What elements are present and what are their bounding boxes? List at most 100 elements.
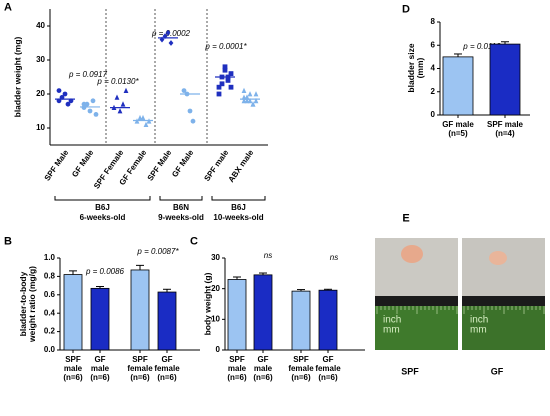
error-bar — [297, 289, 305, 292]
dot — [241, 94, 247, 100]
dot — [140, 114, 146, 121]
dot — [187, 108, 193, 114]
x-tick-label: GF male (n=6) — [90, 355, 110, 382]
y-tick-label: 20 — [36, 89, 45, 98]
annotation: p = 0.0001* — [204, 42, 247, 51]
error-bar — [163, 288, 171, 293]
dot — [253, 91, 259, 97]
dot — [222, 64, 228, 70]
x-tick-label: GF female (n=6) — [315, 355, 341, 382]
y-tick-label: 0 — [431, 110, 436, 119]
dot — [181, 88, 187, 93]
dot — [225, 78, 231, 83]
ruler-label: mm — [383, 325, 400, 336]
dot — [190, 118, 196, 124]
dot — [137, 114, 143, 121]
panel-label: E — [402, 212, 410, 225]
dot — [56, 88, 62, 93]
ruler-label: inch — [383, 315, 401, 326]
dot — [168, 40, 174, 46]
dot — [120, 101, 126, 107]
group-age: 9-weeks-old — [158, 213, 204, 222]
dot — [165, 29, 171, 36]
y-tick-label: 0 — [216, 345, 221, 354]
x-tick-label: SPF female (n=6) — [127, 355, 153, 382]
dot — [81, 101, 87, 107]
dot — [253, 97, 259, 104]
ruler — [462, 306, 545, 350]
x-tick-label: SPF Male — [43, 148, 71, 183]
group-bracket — [159, 196, 203, 201]
y-tick-label: 0.2 — [44, 327, 56, 336]
photo-bg — [462, 238, 545, 296]
ruler — [375, 306, 458, 350]
dot — [247, 97, 253, 104]
error-bar — [324, 288, 332, 291]
dot — [87, 108, 93, 114]
bar — [253, 274, 273, 351]
x-tick-label: SPF male (n=6) — [227, 355, 247, 382]
ruler-label: inch — [470, 315, 488, 326]
x-tick-label: GF Male — [70, 148, 96, 179]
bar — [227, 279, 247, 351]
dot — [241, 87, 247, 93]
error-bar — [259, 272, 267, 275]
dot — [247, 91, 253, 97]
error-bar — [136, 264, 144, 270]
error-bar — [233, 276, 241, 280]
dot — [216, 84, 222, 90]
dot — [143, 121, 149, 127]
y-tick-label: 8 — [431, 17, 436, 26]
y-tick-label: 10 — [211, 314, 220, 323]
x-tick-label: SPF male (n=4) — [486, 120, 524, 138]
bladder-spf — [401, 245, 423, 263]
y-tick-label: 10 — [36, 123, 45, 132]
annotation: p = 0.0086 — [85, 267, 125, 276]
error-bar — [96, 286, 104, 289]
x-tick-label: ABX male — [227, 148, 256, 184]
group-strain: B6N — [173, 203, 189, 212]
dot — [123, 87, 129, 93]
y-tick-label: 20 — [211, 284, 220, 293]
y-axis-label: bladder size (mm) — [406, 43, 425, 93]
ruler-edge — [375, 296, 458, 306]
x-tick-label: GF male (n=5) — [442, 120, 474, 138]
dot — [241, 97, 247, 104]
error-bar — [501, 41, 509, 45]
dot — [228, 84, 234, 90]
dot — [114, 94, 120, 100]
error-bar — [69, 270, 77, 275]
ruler-label: mm — [470, 325, 487, 336]
y-tick-label: 30 — [36, 55, 45, 64]
panel-label: C — [190, 235, 198, 248]
annotation: p = 0.0130* — [96, 77, 139, 86]
ruler-edge — [462, 296, 545, 306]
dot — [244, 97, 250, 104]
y-tick-label: 2 — [431, 87, 436, 96]
x-tick-label: SPF Male — [146, 148, 174, 183]
panel-label: D — [402, 3, 410, 16]
y-tick-label: 1.0 — [44, 253, 56, 262]
photo-caption: SPF — [401, 366, 419, 376]
annotation: p = 0.0002 — [151, 29, 191, 38]
y-tick-label: 0.6 — [44, 290, 56, 299]
annotation: ns — [330, 253, 338, 262]
group-strain: B6J — [95, 203, 110, 212]
y-tick-label: 40 — [36, 21, 45, 30]
y-tick-label: 6 — [431, 40, 436, 49]
group-bracket — [54, 196, 151, 201]
x-tick-label: SPF male (n=6) — [63, 355, 83, 382]
bladder-gf — [489, 251, 507, 265]
dot — [117, 108, 123, 114]
dot — [244, 94, 250, 100]
x-tick-label: GF female (n=6) — [154, 355, 180, 382]
y-tick-label: 0.0 — [44, 345, 56, 354]
y-axis-label: bladder weight (mg) — [12, 36, 23, 118]
bar — [90, 287, 110, 351]
bar — [291, 290, 311, 351]
y-tick-label: 0.4 — [44, 308, 56, 317]
dot — [216, 91, 222, 97]
y-axis-label: body weight (g) — [202, 272, 213, 336]
y-tick-label: 30 — [211, 253, 220, 262]
